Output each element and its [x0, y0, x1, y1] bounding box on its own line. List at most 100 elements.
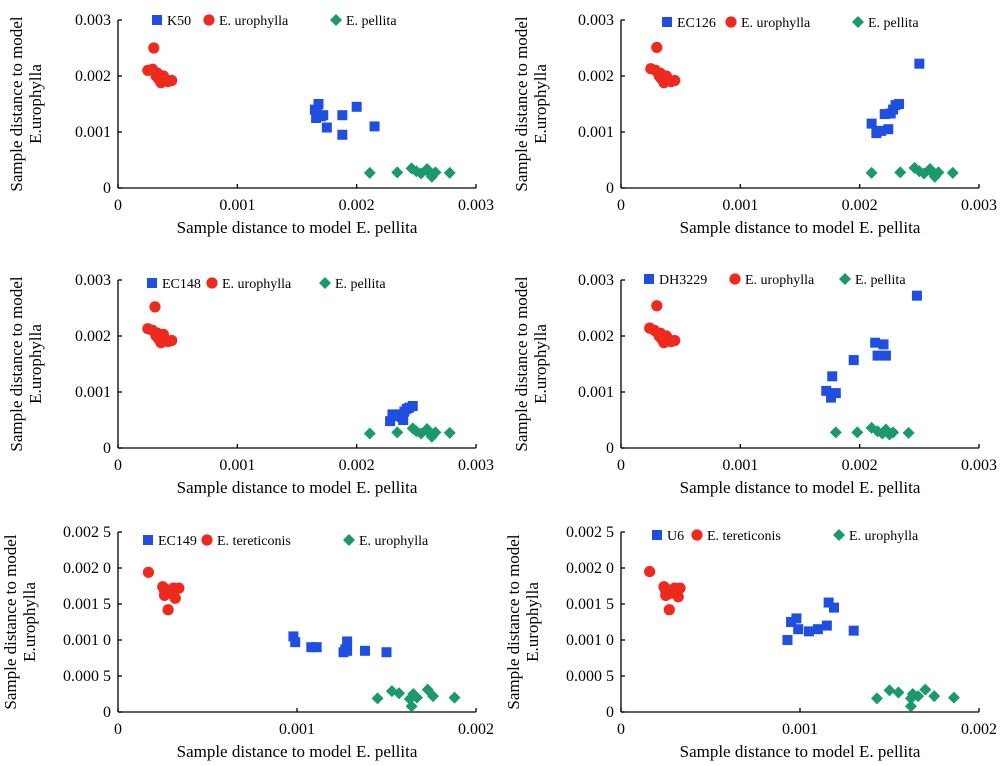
data-point — [870, 692, 883, 705]
data-point — [848, 625, 859, 636]
y-tick-label: 0.002 — [75, 328, 111, 345]
data-point — [947, 691, 960, 704]
data-point — [812, 624, 823, 635]
data-point — [149, 301, 161, 313]
data-point — [904, 700, 917, 713]
legend-marker — [662, 17, 672, 27]
data-point — [821, 620, 832, 631]
data-point — [342, 636, 353, 647]
data-point — [879, 109, 890, 120]
data-point — [674, 582, 686, 594]
data-point — [892, 686, 905, 699]
data-point — [821, 385, 832, 396]
legend-label: E. tereticonis — [217, 534, 291, 549]
y-axis-title: Sample distance to modelE.urophylla — [7, 16, 45, 191]
legend-label: EC126 — [677, 16, 716, 31]
data-point — [872, 350, 883, 361]
y-tick-label: 0.002 5 — [63, 524, 111, 541]
data-point — [311, 642, 322, 653]
data-point — [829, 602, 840, 613]
data-point — [369, 121, 380, 132]
legend-label: EC148 — [162, 277, 201, 292]
data-point — [290, 637, 301, 648]
data-point — [351, 101, 362, 112]
data-point — [911, 290, 922, 301]
legend: U6 E. tereticonis E. urophylla — [652, 529, 919, 544]
x-tick-label: 0 — [617, 721, 625, 738]
y-tick-label: 0 — [606, 440, 614, 457]
data-point — [894, 166, 907, 179]
data-point — [363, 427, 376, 440]
data-point — [337, 129, 348, 140]
legend: DH3229 E. urophylla E. pellita — [644, 273, 906, 288]
data-point — [443, 426, 456, 439]
y-axis-title: Sample distance to modelE.urophylla — [1, 534, 39, 709]
data-point — [318, 110, 329, 121]
x-tick-label: 0.003 — [961, 197, 997, 214]
scatter-panel-4: 0 0.001 0.002 0.003 0 0.001 0.002 0.003 Sample d… — [512, 272, 997, 497]
y-tick-label: 0.001 — [75, 384, 111, 401]
data-point — [669, 74, 681, 87]
data-point — [669, 334, 681, 347]
x-tick-label: 0.001 — [782, 721, 818, 738]
legend-label: E. pellita — [868, 16, 919, 31]
data-point — [405, 700, 418, 713]
x-tick-label: 0.003 — [458, 197, 494, 214]
legend-label: K50 — [167, 14, 191, 29]
data-point — [851, 426, 864, 439]
x-tick-label: 0.001 — [219, 197, 255, 214]
data-point — [651, 300, 663, 312]
data-point — [829, 426, 842, 439]
legend-marker — [206, 277, 218, 289]
y-axis-title: Sample distance to modelE.urophylla — [7, 276, 45, 451]
data-point — [865, 166, 878, 179]
data-point — [398, 415, 409, 425]
y-tick-label: 0.001 — [578, 384, 614, 401]
scatter-panel-1: 0 0.001 0.002 0.003 0 0.001 0.002 0.003 Sample d… — [7, 12, 494, 237]
data-point — [166, 74, 178, 87]
legend-marker — [343, 534, 355, 546]
data-point — [823, 597, 834, 608]
legend-marker — [147, 278, 157, 288]
data-point — [363, 166, 376, 179]
data-point — [148, 42, 160, 54]
data-point — [166, 334, 178, 347]
y-tick-label: 0 — [606, 180, 614, 197]
x-tick-label: 0.002 — [339, 197, 375, 214]
scatter-panel-3: 0 0.001 0.002 0.003 0 0.001 0.002 0.003 Sample d… — [7, 272, 494, 497]
data-point — [880, 350, 891, 361]
data-point — [360, 645, 371, 656]
data-point — [912, 690, 925, 703]
y-tick-label: 0.002 0 — [63, 560, 111, 577]
data-point — [321, 122, 332, 133]
data-point — [162, 604, 174, 616]
y-tick-label: 0.001 5 — [566, 596, 614, 613]
data-point — [894, 99, 905, 109]
legend-marker — [201, 534, 213, 546]
data-point — [654, 327, 666, 339]
x-tick-label: 0.001 — [279, 721, 315, 738]
x-tick-label: 0.002 — [458, 721, 494, 738]
legend-label: E. urophylla — [219, 14, 289, 29]
legend-label: E. pellita — [335, 277, 386, 292]
legend-label: E. urophylla — [741, 16, 811, 31]
y-tick-label: 0 — [606, 704, 614, 721]
x-axis-title: Sample distance to model E. pellita — [177, 478, 418, 497]
legend-label: E. urophylla — [222, 277, 292, 292]
x-axis-title: Sample distance to model E. pellita — [680, 478, 921, 497]
data-point — [830, 388, 841, 399]
data-point — [663, 604, 675, 616]
x-axis-title: Sample distance to model E. pellita — [177, 218, 418, 237]
data-point — [427, 690, 440, 703]
x-tick-label: 0.002 — [339, 457, 375, 474]
legend-marker — [833, 529, 845, 541]
y-tick-label: 0.003 — [578, 12, 614, 29]
x-axis-title: Sample distance to model E. pellita — [177, 742, 418, 761]
data-point — [914, 58, 925, 69]
data-point — [644, 566, 656, 578]
data-point — [902, 426, 915, 439]
y-tick-label: 0.001 5 — [63, 596, 111, 613]
legend-label: E. urophylla — [849, 529, 919, 544]
data-point — [381, 647, 392, 658]
y-tick-label: 0.002 5 — [566, 524, 614, 541]
